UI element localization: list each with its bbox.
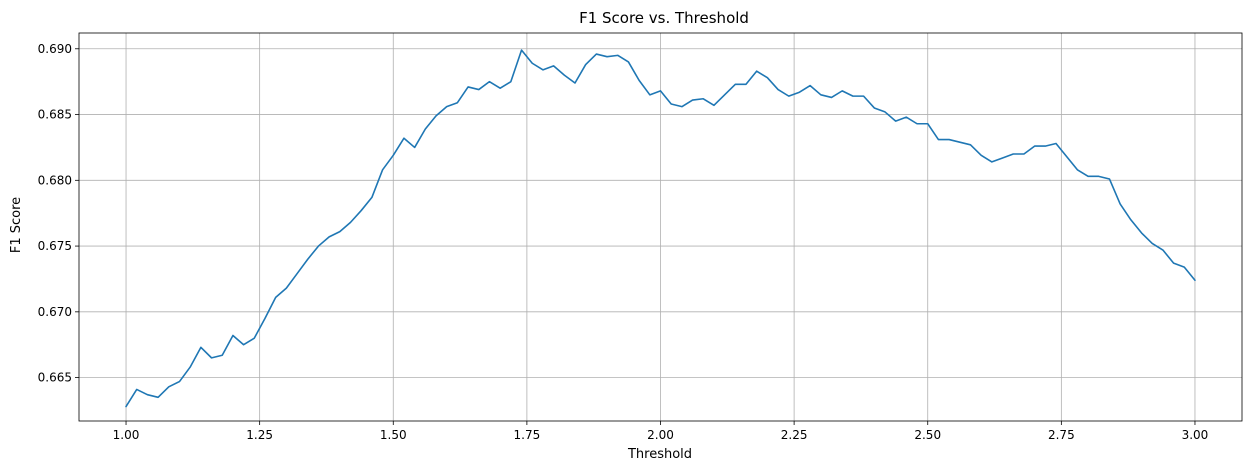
x-tick-label: 1.75 [514,428,541,442]
chart-title: F1 Score vs. Threshold [579,9,749,27]
y-tick-label: 0.680 [38,173,72,187]
y-axis-label: F1 Score [9,197,24,253]
x-tick-label: 1.00 [113,428,140,442]
y-tick-label: 0.690 [38,42,72,56]
x-tick-label: 2.25 [781,428,808,442]
y-tick-label: 0.670 [38,305,72,319]
y-tick-label: 0.675 [38,239,72,253]
x-tick-label: 3.00 [1182,428,1209,442]
series-line [125,49,1196,408]
y-tick-label: 0.685 [38,108,72,122]
grid [79,33,1242,421]
y-tick-label: 0.665 [38,371,72,385]
x-tick-label: 1.25 [246,428,273,442]
x-tick-label: 1.50 [380,428,407,442]
y-axis: 0.665 0.670 0.675 0.680 0.685 0.690 [38,42,79,385]
x-tick-label: 2.50 [914,428,941,442]
x-axis-label: Threshold [627,447,692,462]
x-tick-label: 2.75 [1048,428,1075,442]
series-layer [125,49,1196,408]
x-tick-label: 2.00 [647,428,674,442]
x-axis: 1.00 1.25 1.50 1.75 2.00 2.25 2.50 2.75 3.00 [113,421,1209,442]
